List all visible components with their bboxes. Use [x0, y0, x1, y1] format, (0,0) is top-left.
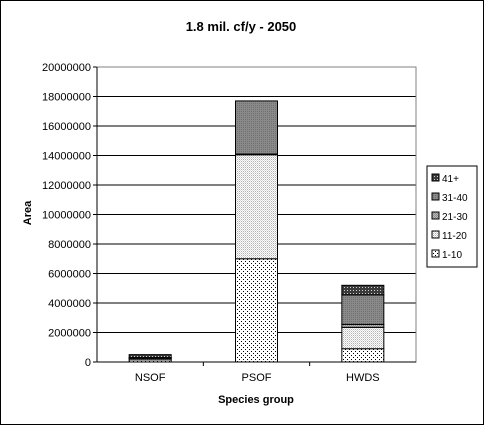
x-tick-label: PSOF	[242, 372, 272, 384]
legend-swatch-31-40	[431, 192, 440, 201]
y-tick-label: 14000000	[42, 151, 91, 163]
bar-hwds-31-40	[341, 294, 385, 325]
bar-hwds-1-10	[341, 348, 385, 363]
bars	[128, 100, 385, 363]
y-tick-label: 18000000	[42, 92, 91, 104]
legend-swatch-1-10	[431, 249, 440, 258]
x-tick-labels: NSOF PSOF HWDS	[135, 372, 380, 384]
axes	[93, 66, 417, 366]
legend-swatch-21-30	[431, 211, 440, 220]
x-tick-label: HWDS	[346, 372, 380, 384]
y-tick-label: 20000000	[42, 62, 91, 74]
legend: 41+ 31-40 21-30 11-20 1-10	[426, 165, 478, 268]
y-tick-label: 12000000	[42, 180, 91, 192]
chart-title: 1.8 mil. cf/y - 2050	[186, 19, 297, 34]
legend-swatch-11-20	[431, 230, 440, 239]
x-axis-label: Species group	[218, 394, 294, 406]
y-tick-label: 10000000	[42, 210, 91, 222]
y-tick-label: 16000000	[42, 121, 91, 133]
bar-nsof-41+	[128, 354, 172, 359]
legend-label: 21-30	[442, 212, 468, 223]
legend-label: 11-20	[442, 231, 467, 242]
y-tick-labels: 0 2000000 4000000 6000000 8000000 10000000 120…	[42, 62, 91, 369]
y-axis-label: Area	[22, 200, 34, 225]
x-tick-label: NSOF	[135, 372, 166, 384]
y-tick-label: 0	[85, 357, 91, 369]
legend-label: 41+	[442, 174, 459, 185]
legend-label: 1-10	[442, 250, 462, 261]
bar-psof-31-40	[235, 100, 278, 155]
bar-psof-1-10	[235, 258, 278, 363]
y-tick-label: 4000000	[48, 298, 91, 310]
legend-swatch-41+	[431, 173, 440, 182]
y-tick-label: 2000000	[48, 328, 91, 340]
bar-hwds-41+	[341, 284, 385, 296]
bar-hwds-11-20	[341, 326, 385, 350]
y-tick-label: 8000000	[48, 239, 91, 251]
legend-label: 31-40	[442, 193, 468, 204]
y-tick-label: 6000000	[48, 269, 91, 281]
bar-psof-11-20	[235, 154, 278, 260]
